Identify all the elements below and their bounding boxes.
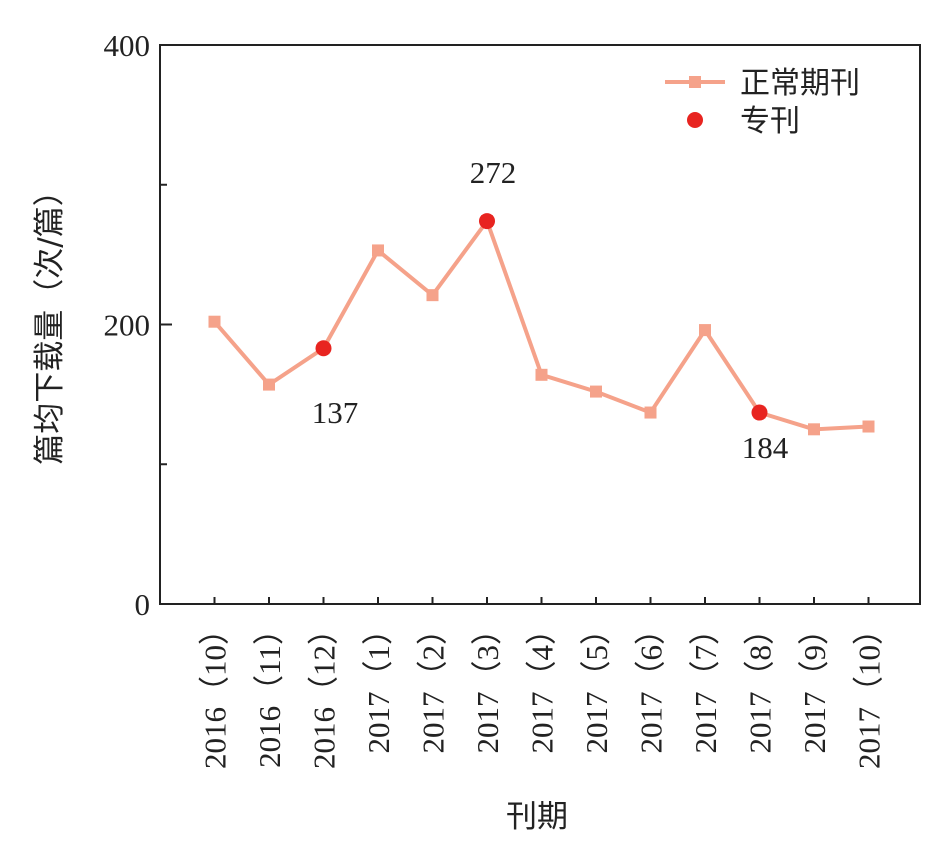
y-tick-label: 400 — [104, 28, 151, 63]
y-tick-label: 200 — [104, 308, 151, 343]
x-tick-label: 2017（7） — [688, 614, 723, 754]
y-tick-label: 0 — [135, 587, 151, 622]
data-point-normal — [644, 406, 657, 419]
data-point-special — [751, 404, 768, 421]
plot-frame — [159, 44, 921, 605]
data-point-normal — [590, 385, 602, 398]
data-point-normal — [535, 368, 548, 381]
x-tick-label: 2017（3） — [470, 614, 505, 754]
x-tick-label: 2017（4） — [525, 614, 560, 754]
data-point-normal — [263, 378, 275, 391]
data-point-normal — [699, 324, 711, 337]
data-label: 272 — [470, 155, 517, 190]
data-point-normal — [808, 423, 820, 436]
x-tick-label: 2017（2） — [416, 614, 451, 754]
x-tick-label: 2016（11） — [252, 614, 287, 768]
data-point-normal — [208, 315, 221, 328]
x-tick-label: 2017（6） — [634, 614, 669, 754]
x-tick-label: 2017（8） — [743, 614, 778, 754]
legend-label-special: 专刊 — [740, 104, 800, 139]
x-tick-label: 2016（10） — [198, 614, 233, 769]
data-label: 137 — [312, 395, 359, 430]
x-tick-label: 2017（1） — [361, 614, 396, 754]
x-tick-label: 2017（10） — [852, 614, 887, 769]
legend-label-normal: 正常期刊 — [740, 66, 860, 101]
x-tick-label: 2017（9） — [797, 614, 832, 754]
x-tick-label: 2017（5） — [579, 614, 614, 754]
data-point-normal — [372, 244, 384, 257]
data-point-special — [315, 340, 332, 357]
legend: 正常期刊 专刊 — [665, 66, 860, 139]
data-point-normal — [426, 289, 439, 302]
x-tick-label: 2016（12） — [307, 614, 342, 769]
data-point-special — [479, 213, 495, 230]
legend-marker-normal — [689, 76, 701, 88]
legend-marker-special — [687, 112, 703, 128]
x-axis-title: 刊期 — [506, 799, 568, 835]
y-axis-title: 篇均下载量（次/篇） — [32, 175, 68, 464]
data-point-normal — [862, 420, 875, 433]
data-label: 184 — [742, 430, 789, 465]
